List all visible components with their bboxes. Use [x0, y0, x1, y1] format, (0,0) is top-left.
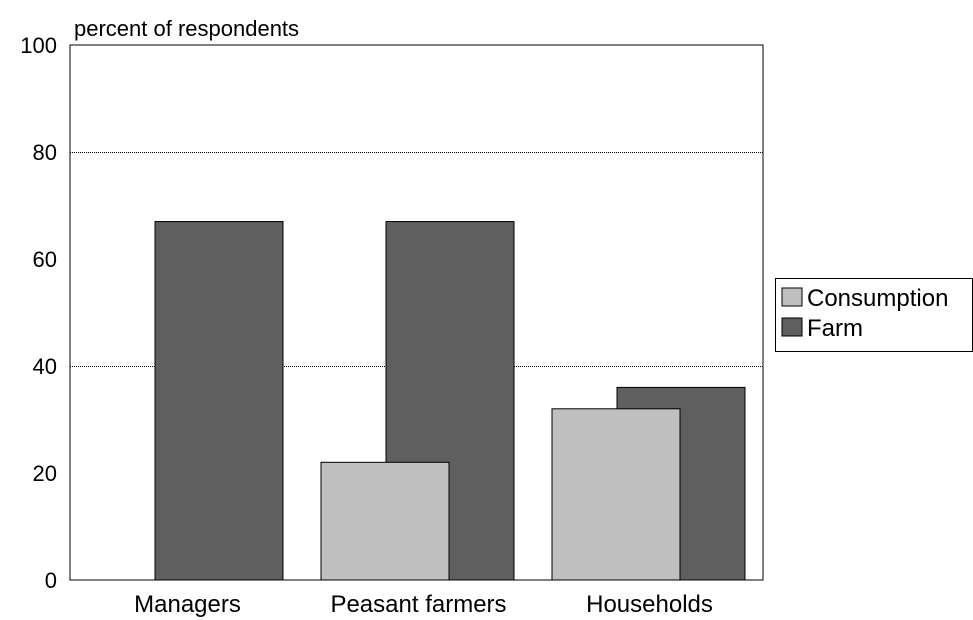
x-category-label: Managers — [134, 591, 241, 618]
x-category-label: Households — [586, 591, 713, 618]
y-axis-label: percent of respondents — [74, 16, 299, 41]
bar-farm-managers — [155, 222, 283, 580]
bars — [155, 222, 745, 580]
y-tick-label: 60 — [33, 247, 57, 272]
legend-swatch-consumption — [782, 288, 802, 306]
x-axis-labels: Managers Peasant farmers Households — [134, 591, 713, 618]
y-tick-label: 0 — [45, 568, 57, 593]
legend-label-farm: Farm — [807, 315, 863, 342]
y-axis-ticks: 0 20 40 60 80 100 — [20, 33, 57, 593]
y-tick-label: 20 — [33, 461, 57, 486]
bar-consumption-peasant-farmers — [321, 462, 449, 580]
bar-consumption-households — [552, 409, 680, 580]
legend-swatch-farm — [782, 318, 802, 336]
legend: Consumption Farm — [776, 279, 973, 352]
y-tick-label: 100 — [20, 33, 57, 58]
x-category-label: Peasant farmers — [330, 591, 506, 618]
y-tick-label: 40 — [33, 354, 57, 379]
legend-label-consumption: Consumption — [807, 285, 948, 312]
y-tick-label: 80 — [33, 140, 57, 165]
